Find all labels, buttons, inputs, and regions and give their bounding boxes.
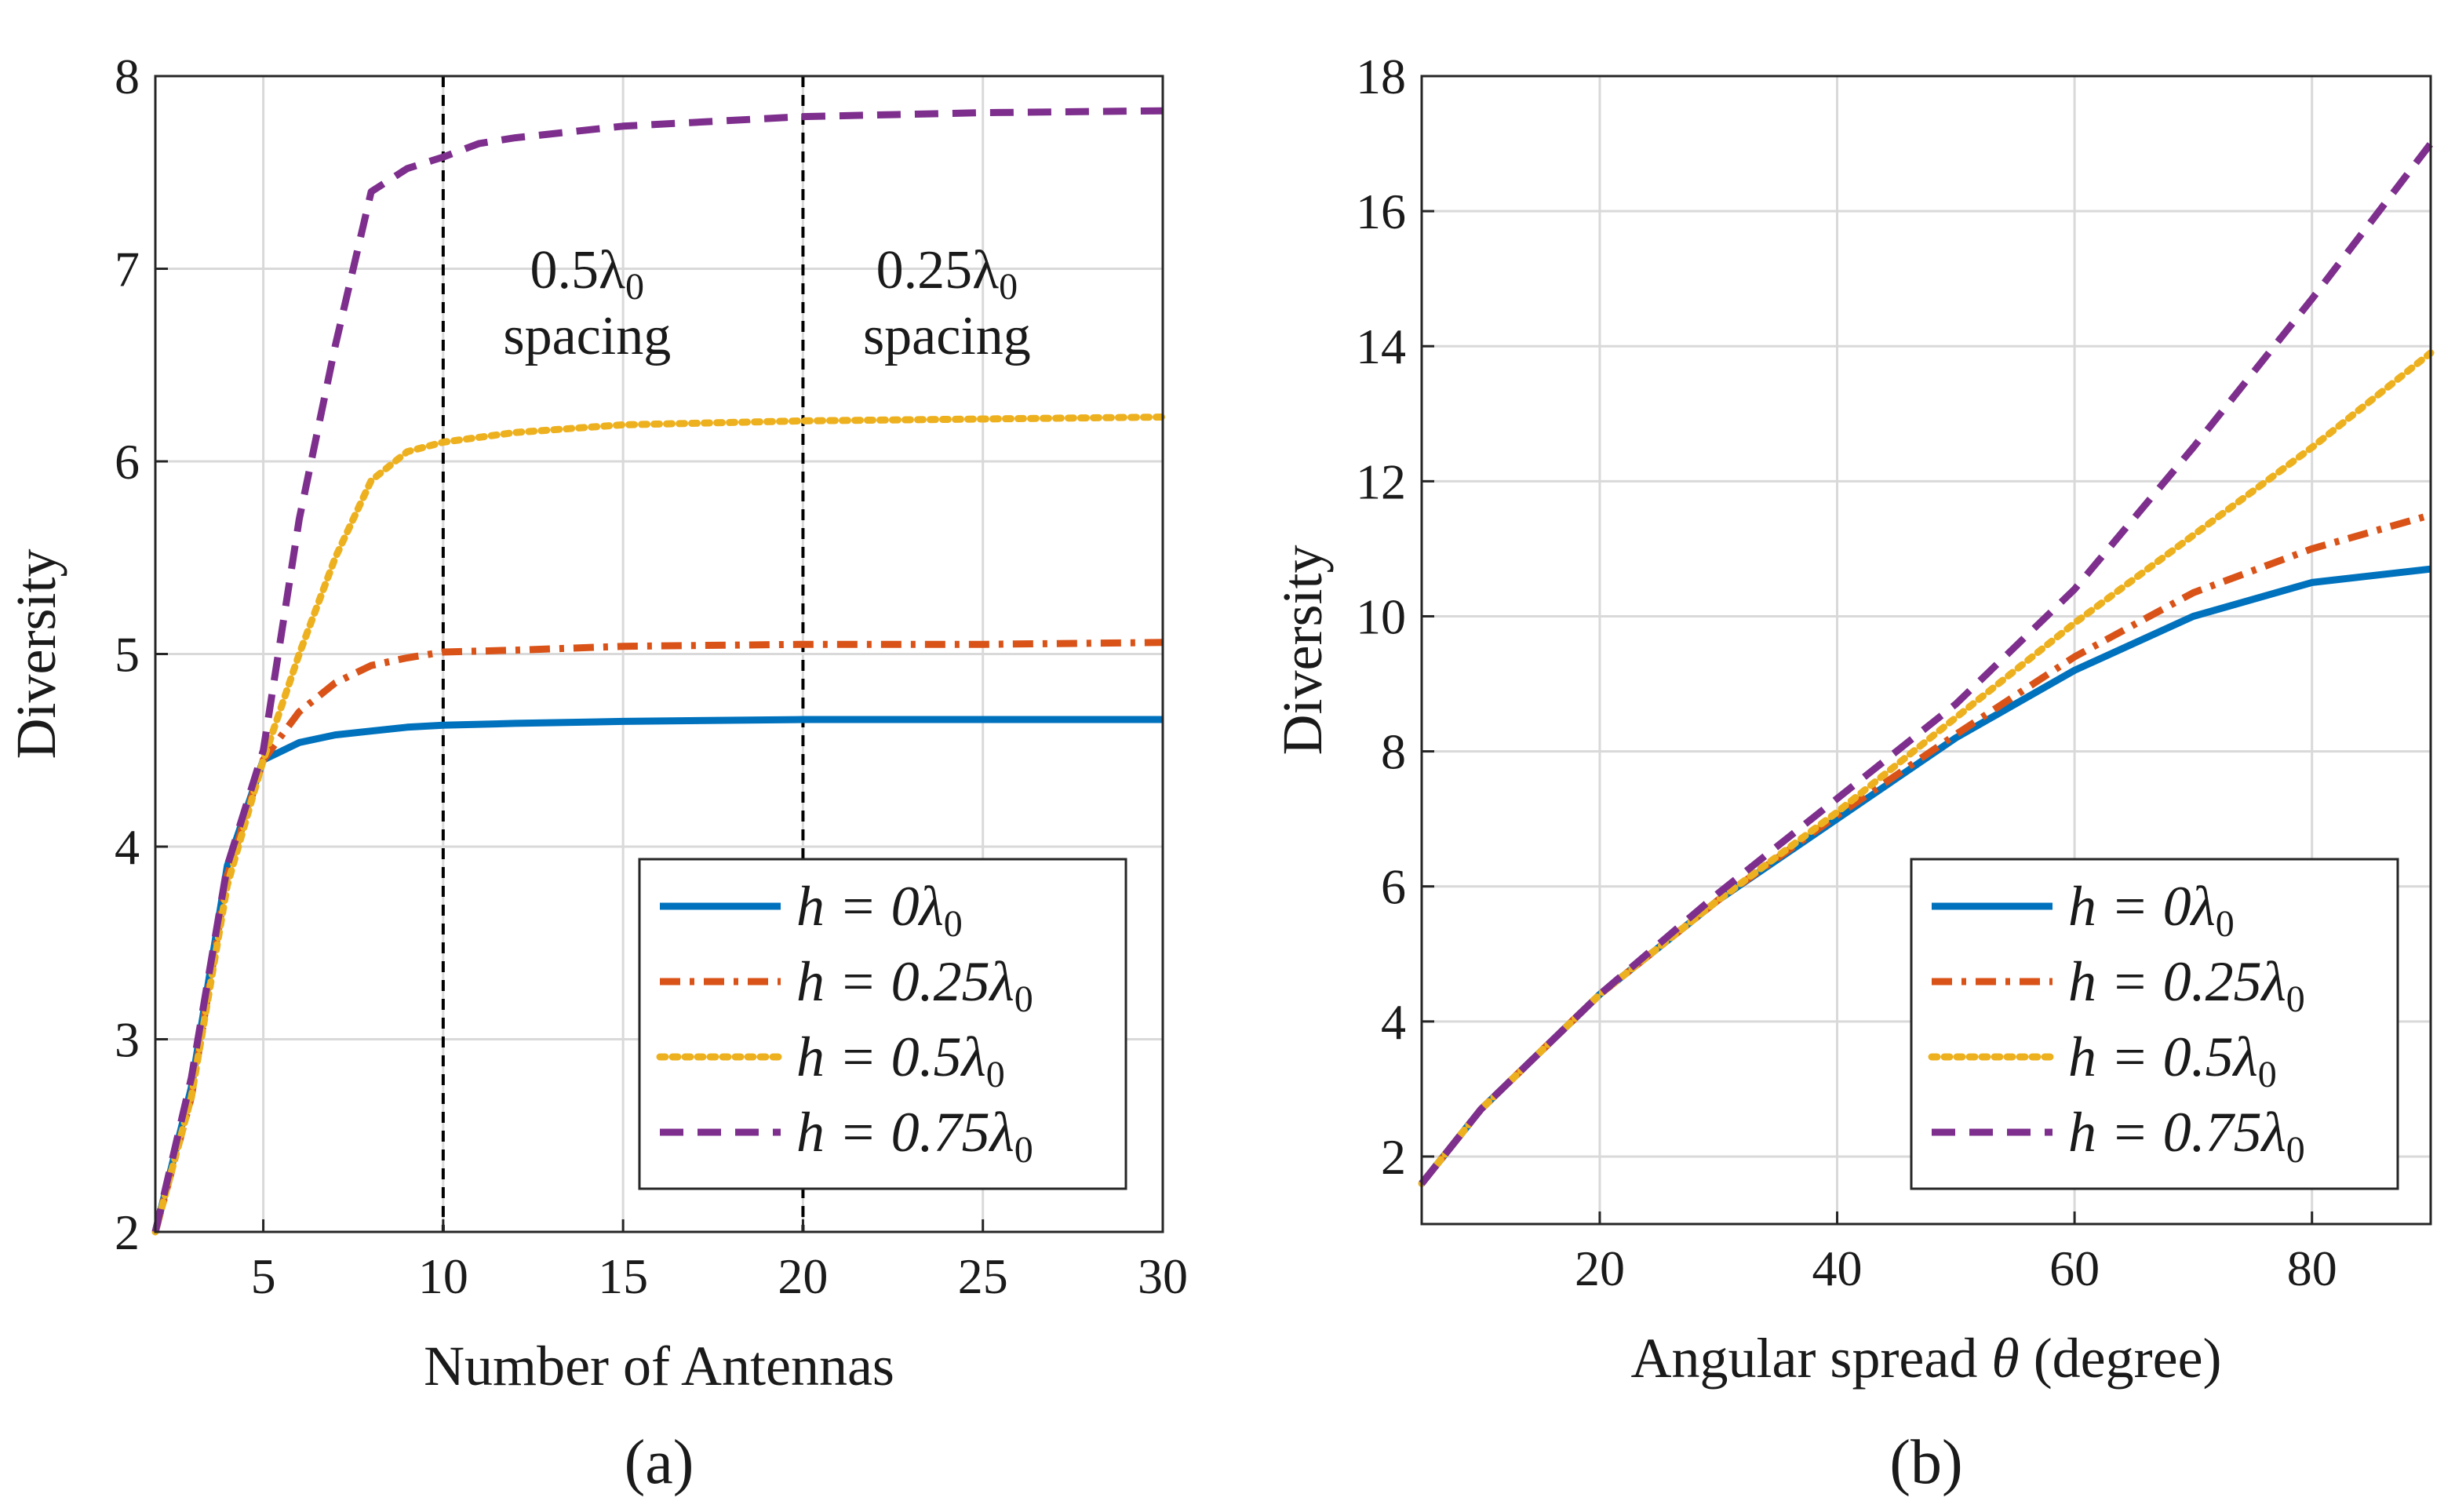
panel-a-x-tick-label: 10 [418, 1248, 468, 1304]
panel-a-legend-label-main-3: h = 0.75λ [796, 1101, 1014, 1164]
panel-b-y-tick-label: 16 [1356, 184, 1406, 239]
panel-a-legend-label-sub-1: 0 [1014, 978, 1033, 1020]
panel-b-legend-label-3: h = 0.75λ0 [2068, 1101, 2305, 1171]
panel-a-x-axis-label: Number of Antennas [424, 1335, 894, 1397]
panel-b-x-axis-label: Angular spread θ (degree) [1630, 1327, 2221, 1390]
panel-a-annotation-line1-0: 0.5λ0 [530, 240, 644, 308]
panel-a-legend-label-sub-0: 0 [944, 903, 963, 945]
panel-b-y-tick-label: 10 [1356, 588, 1406, 644]
panel-a-legend-label-3: h = 0.75λ0 [796, 1101, 1033, 1171]
panel-a-y-tick-label: 2 [115, 1204, 140, 1260]
panel-a-legend-label-sub-2: 0 [986, 1054, 1005, 1095]
panel-a-y-tick-label: 3 [115, 1012, 140, 1068]
panel-b-legend-label-sub-3: 0 [2286, 1129, 2305, 1171]
panel-b-x-tick-label: 20 [1575, 1241, 1625, 1296]
panel-b-y-tick-label: 18 [1356, 49, 1406, 104]
panel-b-x-axis-label-unit: (degree) [2020, 1327, 2222, 1390]
panel-b-legend-label-sub-1: 0 [2286, 978, 2305, 1020]
panel-a-x-tick-label: 15 [598, 1248, 648, 1304]
panel-b-legend-label-2: h = 0.5λ0 [2068, 1026, 2277, 1095]
panel-b-x-tick-label: 40 [1812, 1241, 1863, 1296]
panel-a-annotation-sub-0: 0 [625, 266, 644, 308]
panel-a-legend-label-2: h = 0.5λ0 [796, 1026, 1005, 1095]
panel-a-series-line-2 [151, 414, 1167, 1236]
panel-b-legend-label-main-1: h = 0.25λ [2068, 950, 2286, 1013]
panel-a-y-tick-label: 5 [115, 627, 140, 683]
panel-b-legend-label-sub-2: 0 [2258, 1054, 2277, 1095]
panel-b-label: (b) [1889, 1428, 1962, 1497]
panel-b-y-tick-label: 4 [1381, 994, 1406, 1050]
panel-b-legend-label-main-3: h = 0.75λ [2068, 1101, 2286, 1164]
panel-b-series-line-2 [1418, 349, 2435, 1187]
panel-a-y-tick-label: 4 [115, 819, 140, 875]
panel-a-y-tick-label: 6 [115, 434, 140, 490]
panel-a-series [151, 107, 1167, 1236]
panel-b-x-axis-label-main: Angular spread [1630, 1327, 1991, 1390]
panel-a-annotation-line2-0: spacing [503, 306, 671, 366]
panel-b-axes-box [1420, 75, 2432, 1226]
panel-b-legend-label-main-0: h = 0λ [2068, 875, 2216, 938]
panel-b-y-tick-label: 6 [1381, 859, 1406, 915]
panel-b-legend-label-main-2: h = 0.5λ [2068, 1026, 2258, 1088]
panel-a-x-tick-label: 20 [778, 1248, 828, 1304]
panel-b-x-axis-label-symbol: θ [1991, 1327, 2019, 1390]
panel-b-y-axis-label: Diversity [1271, 545, 1334, 756]
panel-a-tick-labels: 5 10 15 20 25 30 2 3 4 5 6 7 8 [115, 49, 1188, 1304]
panel-b-legend-label-sub-0: 0 [2216, 903, 2235, 945]
panel-b-legend-label-0: h = 0λ0 [2068, 875, 2235, 945]
panel-a-label: (a) [625, 1428, 694, 1497]
panel-b-series [1418, 141, 2435, 1187]
panel-a-annotation-line1-1: 0.25λ0 [876, 240, 1018, 308]
panel-b-y-tick-label: 2 [1381, 1129, 1406, 1185]
panel-b-x-tick-label: 60 [2049, 1241, 2100, 1296]
panel-b-tick-labels: 20 40 60 80 2 4 6 8 10 12 14 16 18 [1356, 49, 2337, 1296]
panel-a-annotation-main-1: 0.25λ [876, 240, 1000, 301]
panel-b-y-tick-label: 14 [1356, 319, 1406, 374]
panel-a-legend-label-main-1: h = 0.25λ [796, 950, 1014, 1013]
panel-a-y-axis-label: Diversity [5, 549, 67, 760]
panel-a-legend-label-main-0: h = 0λ [796, 875, 944, 938]
panel-a-annotation-sub-1: 0 [999, 266, 1018, 308]
panel-a-legend-label-sub-3: 0 [1014, 1129, 1033, 1171]
panel-a-annotation-main-0: 0.5λ [530, 240, 626, 301]
panel-a-legend-label-0: h = 0λ0 [796, 875, 963, 945]
panel-a-series-line-3 [151, 107, 1164, 1233]
panel-a-legend-label-1: h = 0.25λ0 [796, 950, 1033, 1020]
panel-b-legend-label-1: h = 0.25λ0 [2068, 950, 2305, 1020]
panel-b-y-tick-label: 12 [1356, 454, 1406, 509]
panel-b-y-tick-label: 8 [1381, 724, 1406, 780]
panel-b-series-line-3 [1419, 141, 2434, 1186]
panel-a-x-tick-label: 25 [958, 1248, 1008, 1304]
panel-a-x-tick-label: 30 [1138, 1248, 1188, 1304]
panel-a-y-tick-label: 8 [115, 49, 140, 104]
panel-a-x-tick-label: 5 [251, 1248, 276, 1304]
panel-a-legend-label-main-2: h = 0.5λ [796, 1026, 986, 1088]
panel-b-x-tick-label: 80 [2287, 1241, 2337, 1296]
panel-a-y-tick-label: 7 [115, 242, 140, 297]
panel-a-annotation-line2-1: spacing [863, 306, 1031, 366]
